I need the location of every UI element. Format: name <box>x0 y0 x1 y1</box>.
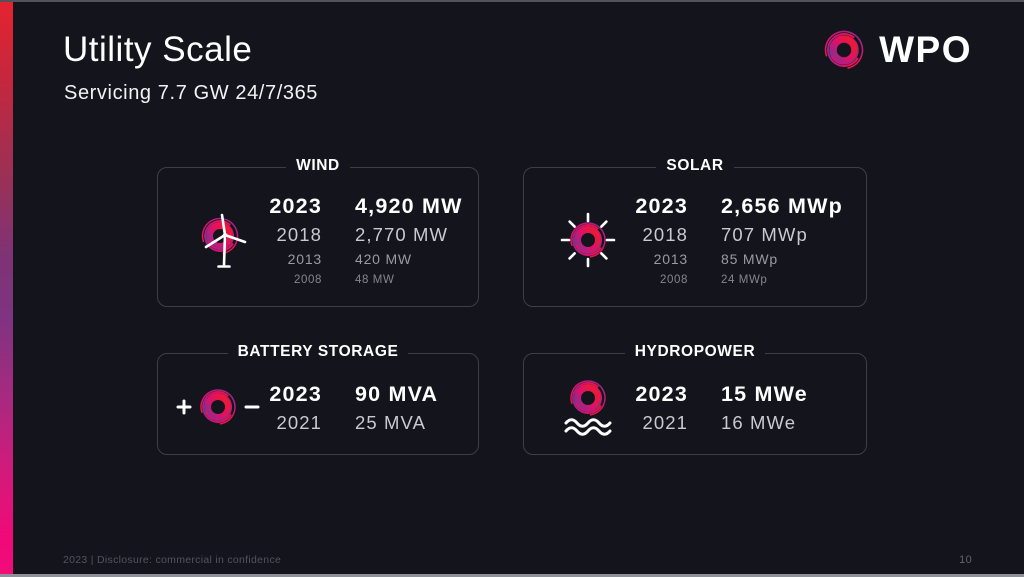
sun-icon <box>544 211 632 269</box>
capacity-value: 15 MWe <box>721 381 808 406</box>
wpo-swirl-icon <box>824 30 864 70</box>
battery-storage-card: BATTERY STORAGE <box>157 343 479 455</box>
year-label: 2021 <box>642 411 688 433</box>
page-title: Utility Scale <box>63 30 253 69</box>
year-label: 2008 <box>660 273 688 286</box>
capacity-value: 420 MW <box>355 250 412 267</box>
year-label: 2008 <box>294 273 322 286</box>
year-label: 2013 <box>653 250 688 267</box>
solar-card-title: SOLAR <box>656 157 734 174</box>
data-row: 2023 4,920 MW <box>266 191 464 221</box>
wind-turbine-icon <box>178 209 266 271</box>
hydropower-card-title: HYDROPOWER <box>624 343 766 360</box>
battery-polarity-icon <box>176 381 266 433</box>
year-label: 2023 <box>269 381 322 406</box>
wind-card-title: WIND <box>286 157 350 174</box>
wpo-logo: WPO <box>820 26 972 74</box>
data-row: 2018 2,770 MW <box>266 221 464 248</box>
wpo-logo-text: WPO <box>879 29 972 70</box>
battery-storage-card-title: BATTERY STORAGE <box>227 343 409 360</box>
capacity-value: 85 MWp <box>721 250 778 267</box>
year-label: 2021 <box>276 411 322 433</box>
page-number: 10 <box>959 554 972 566</box>
data-row: 2013 420 MW <box>266 248 464 271</box>
capacity-value: 707 MWp <box>721 223 808 245</box>
data-row: 2018 707 MWp <box>632 221 852 248</box>
data-row: 2021 25 MVA <box>266 409 464 436</box>
page-subtitle: Servicing 7.7 GW 24/7/365 <box>64 82 319 104</box>
capacity-value: 24 MWp <box>721 273 768 286</box>
data-row: 2008 24 MWp <box>632 271 852 290</box>
capacity-value: 90 MVA <box>355 381 439 406</box>
solar-card: SOLAR <box>523 157 867 307</box>
year-label: 2018 <box>276 223 322 245</box>
capacity-cards-grid: WIND <box>157 157 867 455</box>
capacity-value: 16 MWe <box>721 411 797 433</box>
footer-disclosure: 2023 | Disclosure: commercial in confide… <box>63 554 282 566</box>
capacity-value: 2,656 MWp <box>721 193 843 218</box>
year-label: 2013 <box>287 250 322 267</box>
bottom-edge-line <box>0 574 1024 577</box>
year-label: 2018 <box>642 223 688 245</box>
capacity-value: 4,920 MW <box>355 193 463 218</box>
hydropower-card: HYDROPOWER <box>523 343 867 455</box>
top-edge-line <box>0 0 1024 2</box>
year-label: 2023 <box>635 193 688 218</box>
data-row: 2023 15 MWe <box>632 379 852 409</box>
data-row: 2013 85 MWp <box>632 248 852 271</box>
left-accent-stripe <box>0 0 13 577</box>
wind-card: WIND <box>157 157 479 307</box>
year-label: 2023 <box>635 381 688 406</box>
capacity-value: 2,770 MW <box>355 223 449 245</box>
data-row: 2023 90 MVA <box>266 379 464 409</box>
capacity-value: 48 MW <box>355 273 395 286</box>
data-row: 2023 2,656 MWp <box>632 191 852 221</box>
data-row: 2008 48 MW <box>266 271 464 290</box>
data-row: 2021 16 MWe <box>632 409 852 436</box>
capacity-value: 25 MVA <box>355 411 427 433</box>
hydro-waves-icon <box>544 376 632 438</box>
year-label: 2023 <box>269 193 322 218</box>
